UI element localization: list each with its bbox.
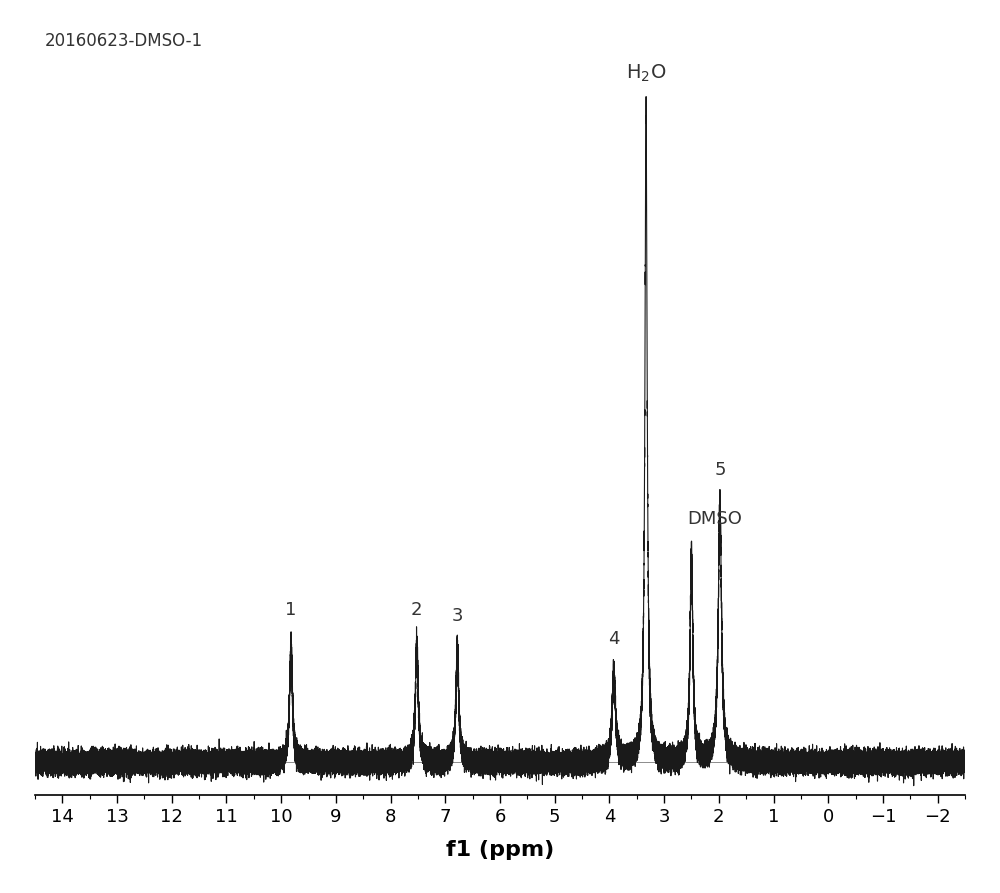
Text: 3: 3 (452, 607, 463, 625)
Text: 2: 2 (411, 601, 423, 619)
Text: 20160623-DMSO-1: 20160623-DMSO-1 (44, 32, 202, 50)
Text: H$_2$O: H$_2$O (626, 63, 666, 84)
X-axis label: f1 (ppm): f1 (ppm) (446, 840, 554, 860)
Text: 4: 4 (608, 630, 620, 648)
Text: DMSO: DMSO (687, 510, 742, 528)
Text: 5: 5 (714, 461, 726, 479)
Text: 1: 1 (285, 601, 297, 619)
